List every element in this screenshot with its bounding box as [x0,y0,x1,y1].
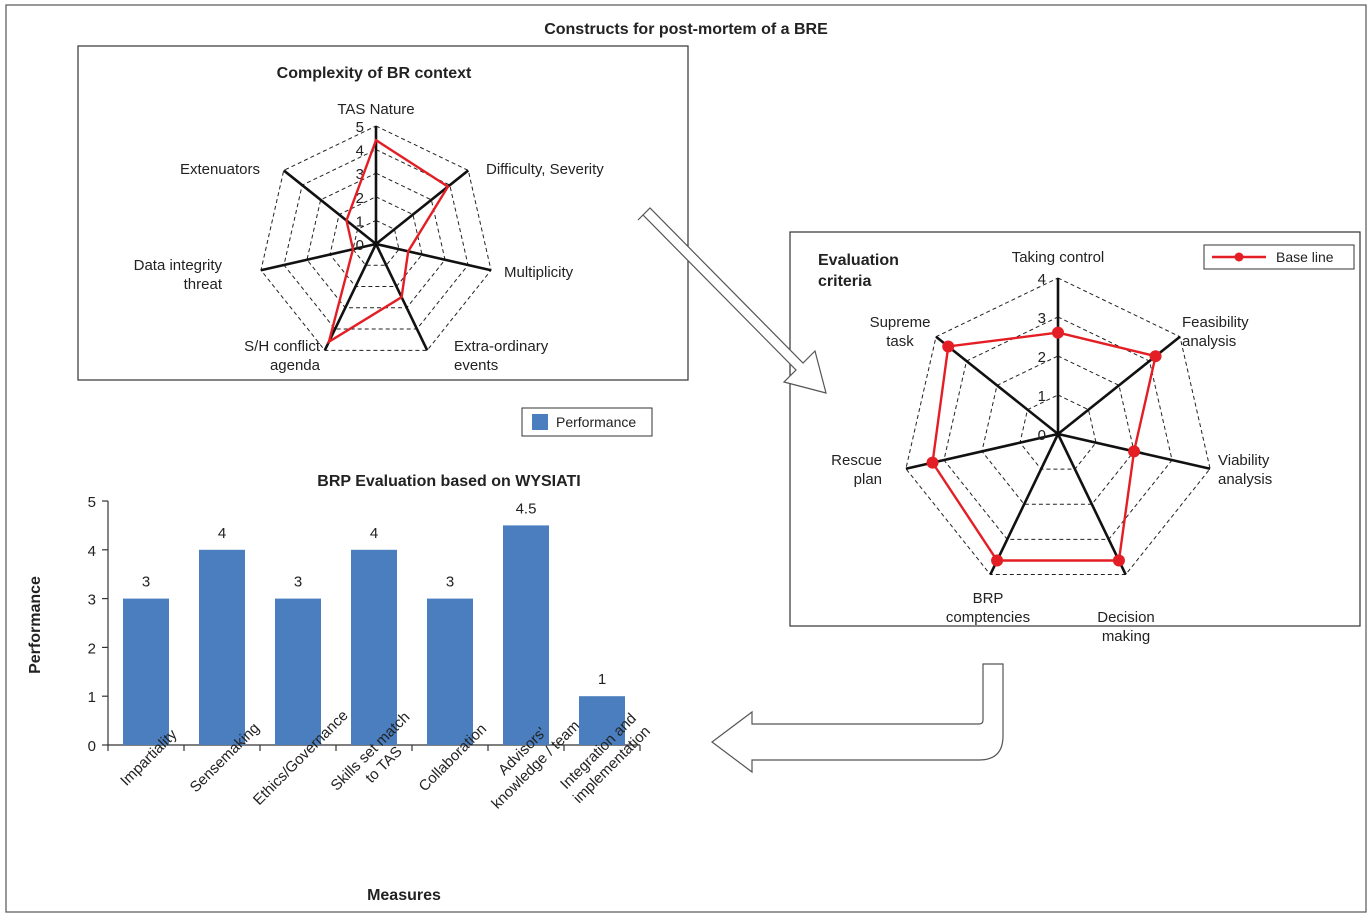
radar-tick-label: 3 [356,166,364,183]
radar-legend-marker [1234,252,1244,262]
radar-complexity-title: Complexity of BR context [277,65,472,82]
radar-legend-label: Base line [1276,249,1334,265]
radar-evaluation-title-line-1: Evaluation [818,252,899,269]
radar-point [1112,554,1125,567]
outer-frame [5,4,1367,913]
radar-axis-label: analysis [1218,471,1272,488]
radar-spoke [1056,433,1127,576]
radar-point [926,456,939,469]
bar [427,598,473,745]
radar-spoke [282,169,377,246]
bar [503,525,549,745]
radar-tick-label: 2 [1038,349,1046,366]
radar-grid-ring [329,196,423,288]
radar-grid-ring [352,219,400,266]
radar-axis-label: Multiplicity [504,264,574,281]
bar-y-axis-label: Performance [27,576,44,674]
radar-axis-label: agenda [270,357,321,374]
radar-point [1052,326,1064,339]
arrow-right-down [637,207,827,394]
radar-grid-ring [981,355,1135,505]
bar-y-tick-label: 5 [88,494,96,511]
radar-axis-label: Taking control [1012,249,1105,266]
bar [275,598,321,745]
bar-y-tick-label: 1 [88,689,96,706]
arrow-down-left [711,663,1004,774]
radar-axis-label: Viability [1218,452,1270,469]
bar-y-tick-label: 0 [88,738,96,755]
radar-spoke [323,243,378,351]
bar-value-label: 4.5 [516,500,537,517]
bar-value-label: 1 [598,671,606,688]
radar-point [1128,445,1141,458]
radar-spoke [375,169,470,246]
radar-spoke [989,433,1060,576]
radar-tick-label: 2 [356,190,364,207]
bar-value-label: 3 [446,574,454,591]
radar-evaluation-chart: 0 1 2 3 4 Taking control Feasibility analysis Vi… [831,249,1272,645]
bar-y-tick-label: 4 [88,543,96,560]
radar-axis-label: task [886,333,914,350]
radar-axis-label: TAS Nature [337,101,414,118]
bar [351,549,397,745]
radar-axis-label: Rescue [831,452,882,469]
radar-tick-label: 1 [1038,388,1046,405]
radar-evaluation-box [789,231,1361,627]
radar-tick-label: 5 [356,119,364,136]
radar-complexity-box [77,45,689,381]
bar [579,696,625,745]
radar-axis-label: Supreme [870,314,931,331]
bar-value-label: 3 [294,574,302,591]
radar-spoke [375,242,492,272]
radar-tick-label: 3 [1038,310,1046,327]
radar-point [991,554,1004,567]
radar-series-line [326,138,450,345]
radar-axis-label: S/H conflict [244,338,321,355]
radar-axis-label: comptencies [946,609,1030,626]
bar-y-tick-label: 3 [88,592,96,609]
bar [123,598,169,745]
radar-axis-label: Difficulty, Severity [486,161,604,178]
radar-spoke [260,242,377,272]
bar-legend-label: Performance [556,414,636,430]
radar-tick-label: 0 [356,237,364,254]
page-title: Constructs for post-mortem of a BRE [544,21,828,38]
radar-grid-ring [1019,394,1097,470]
radar-axis-label: BRP [973,590,1004,607]
radar-axis-label: Extenuators [180,161,260,178]
radar-tick-label: 0 [1038,427,1046,444]
radar-series-line [931,331,1158,562]
radar-axis-label: events [454,357,498,374]
radar-grid-ring [283,149,469,330]
radar-point [942,340,955,353]
bar [199,549,245,745]
radar-axis-label: threat [184,276,223,293]
radar-grid-ring [260,125,492,351]
bar-chart-title: BRP Evaluation based on WYSIATI [317,473,580,490]
bar-value-label: 4 [370,525,378,542]
bar-legend-swatch [532,414,548,430]
bar-y-tick-label: 2 [88,640,96,657]
radar-spoke [935,335,1059,436]
radar-axis-label: making [1102,628,1150,645]
radar-point [1149,350,1162,363]
radar-tick-label: 4 [356,143,364,160]
radar-axis-label: Decision [1097,609,1155,626]
radar-axis-label: plan [854,471,882,488]
radar-axis-label: analysis [1182,333,1236,350]
radar-axis-label: Data integrity [134,257,223,274]
radar-tick-label: 4 [1038,271,1046,288]
radar-tick-label: 1 [356,213,364,230]
bar-value-label: 4 [218,525,226,542]
bar-value-label: 3 [142,574,150,591]
bar-x-axis-label: Measures [367,887,441,904]
radar-axis-label: Feasibility [1182,314,1249,331]
radar-evaluation-title-line-2: criteria [818,273,871,290]
radar-grid-ring [905,277,1211,576]
radar-axis-label: Extra-ordinary [454,338,549,355]
